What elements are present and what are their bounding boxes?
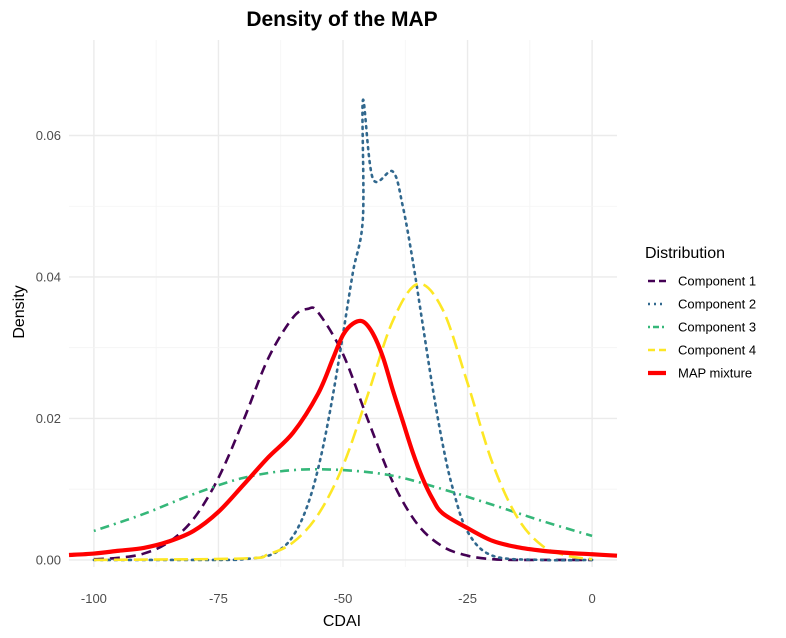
legend-label-1: Component 1: [678, 274, 756, 289]
series-line-4: [93, 282, 593, 562]
x-tick-label: -75: [209, 591, 228, 606]
series-line-5: [68, 318, 618, 558]
legend-label-4: Component 4: [678, 343, 756, 358]
y-tick-label: 0.04: [36, 269, 61, 284]
legend-label-2: Component 2: [678, 297, 756, 312]
y-tick-label: 0.00: [36, 552, 61, 567]
x-tick-label: -50: [334, 591, 353, 606]
legend-label-3: Component 3: [678, 320, 756, 335]
y-tick-label: 0.06: [36, 128, 61, 143]
series-lines: [68, 98, 618, 562]
y-axis-label: Density: [11, 285, 28, 338]
x-tick-label: -100: [81, 591, 107, 606]
x-tick-label: -25: [458, 591, 477, 606]
chart-title: Density of the MAP: [246, 8, 437, 31]
legend-label-5: MAP mixture: [678, 366, 752, 381]
x-tick-label: 0: [588, 591, 595, 606]
y-tick-label: 0.02: [36, 411, 61, 426]
y-axis-ticks: 0.00 0.02 0.04 0.06: [36, 128, 61, 567]
legend-items: Component 1 Component 2 Component 3 Compone…: [648, 274, 756, 381]
legend-title: Distribution: [645, 245, 725, 262]
x-axis-ticks: -100 -75 -50 -25 0: [81, 591, 596, 606]
series-line-3: [93, 467, 593, 538]
x-axis-label: CDAI: [323, 613, 361, 630]
series-line-1: [93, 306, 593, 562]
